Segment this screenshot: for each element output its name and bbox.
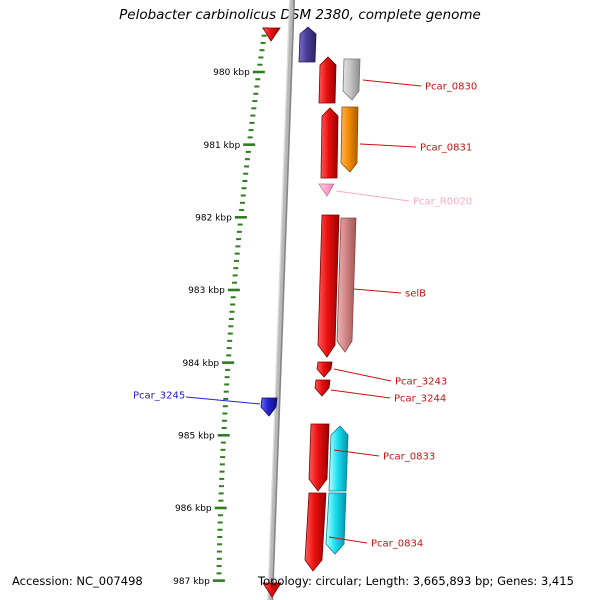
genome-backbone-highlight	[267, 0, 291, 600]
ruler-label: 984 kbp	[182, 359, 219, 369]
feature-Pcar_0834[interactable]	[325, 492, 347, 555]
label-line-Pcar_0833	[333, 449, 380, 457]
gene-label-Pcar_3243[interactable]: Pcar_3243	[395, 377, 447, 388]
label-line-Pcar_0831	[359, 143, 417, 148]
genome-backbone-shadow	[271, 0, 295, 600]
ruler-label: 985 kbp	[178, 431, 215, 441]
map-title: Pelobacter carbinolicus DSM 2380, comple…	[119, 7, 481, 23]
label-line-Pcar_3245	[185, 396, 261, 405]
ruler-label: 983 kbp	[188, 286, 225, 296]
feature-unlabeled-gene[interactable]	[304, 492, 327, 572]
feature-selB[interactable]	[336, 217, 357, 353]
gene-label-selB[interactable]: selB	[405, 289, 426, 300]
label-line-Pcar_R0020	[335, 190, 410, 202]
feature-Pcar_0830[interactable]	[342, 58, 361, 101]
feature-Pcar_0831[interactable]	[340, 106, 359, 173]
accession-text: Accession: NC_007498	[12, 574, 143, 588]
label-line-Pcar_0830	[362, 79, 422, 87]
feature-unlabeled-gene[interactable]	[318, 56, 337, 104]
label-line-Pcar_0834	[328, 536, 368, 544]
genome-summary-text: Topology: circular; Length: 3,665,893 bp…	[258, 574, 574, 588]
ruler-label: 980 kbp	[213, 68, 250, 78]
genome-backbone	[267, 0, 295, 600]
ruler-label: 981 kbp	[204, 141, 241, 151]
feature-Pcar_R0020[interactable]	[318, 183, 335, 197]
feature-Pcar_3243[interactable]	[316, 361, 333, 378]
ruler-label: 982 kbp	[195, 214, 232, 224]
gene-label-Pcar_0830[interactable]: Pcar_0830	[425, 82, 477, 93]
ruler-label: 986 kbp	[175, 504, 212, 514]
ruler-label: 987 kbp	[173, 577, 210, 587]
feature-unlabeled-gene[interactable]	[308, 423, 330, 492]
feature-unlabeled-gene[interactable]	[320, 107, 339, 179]
gene-label-Pcar_3245[interactable]: Pcar_3245	[133, 391, 185, 402]
feature-unlabeled-gene[interactable]	[262, 27, 281, 42]
feature-unlabeled-gene[interactable]	[298, 26, 317, 63]
gene-label-Pcar_0831[interactable]: Pcar_0831	[420, 143, 472, 154]
label-line-selB	[353, 288, 402, 294]
feature-Pcar_0833[interactable]	[328, 425, 349, 492]
label-line-Pcar_3244	[330, 389, 391, 399]
label-line-Pcar_3243	[333, 368, 392, 382]
feature-unlabeled-gene[interactable]	[317, 214, 340, 358]
feature-unlabeled-gene[interactable]	[262, 582, 282, 598]
gene-label-Pcar_0833[interactable]: Pcar_0833	[383, 452, 435, 463]
gene-label-Pcar_0834[interactable]: Pcar_0834	[371, 539, 423, 550]
gene-label-Pcar_R0020[interactable]: Pcar_R0020	[413, 197, 472, 208]
feature-Pcar_3244[interactable]	[314, 379, 331, 397]
gene-label-Pcar_3244[interactable]: Pcar_3244	[394, 394, 446, 405]
feature-Pcar_3245[interactable]	[260, 397, 278, 417]
